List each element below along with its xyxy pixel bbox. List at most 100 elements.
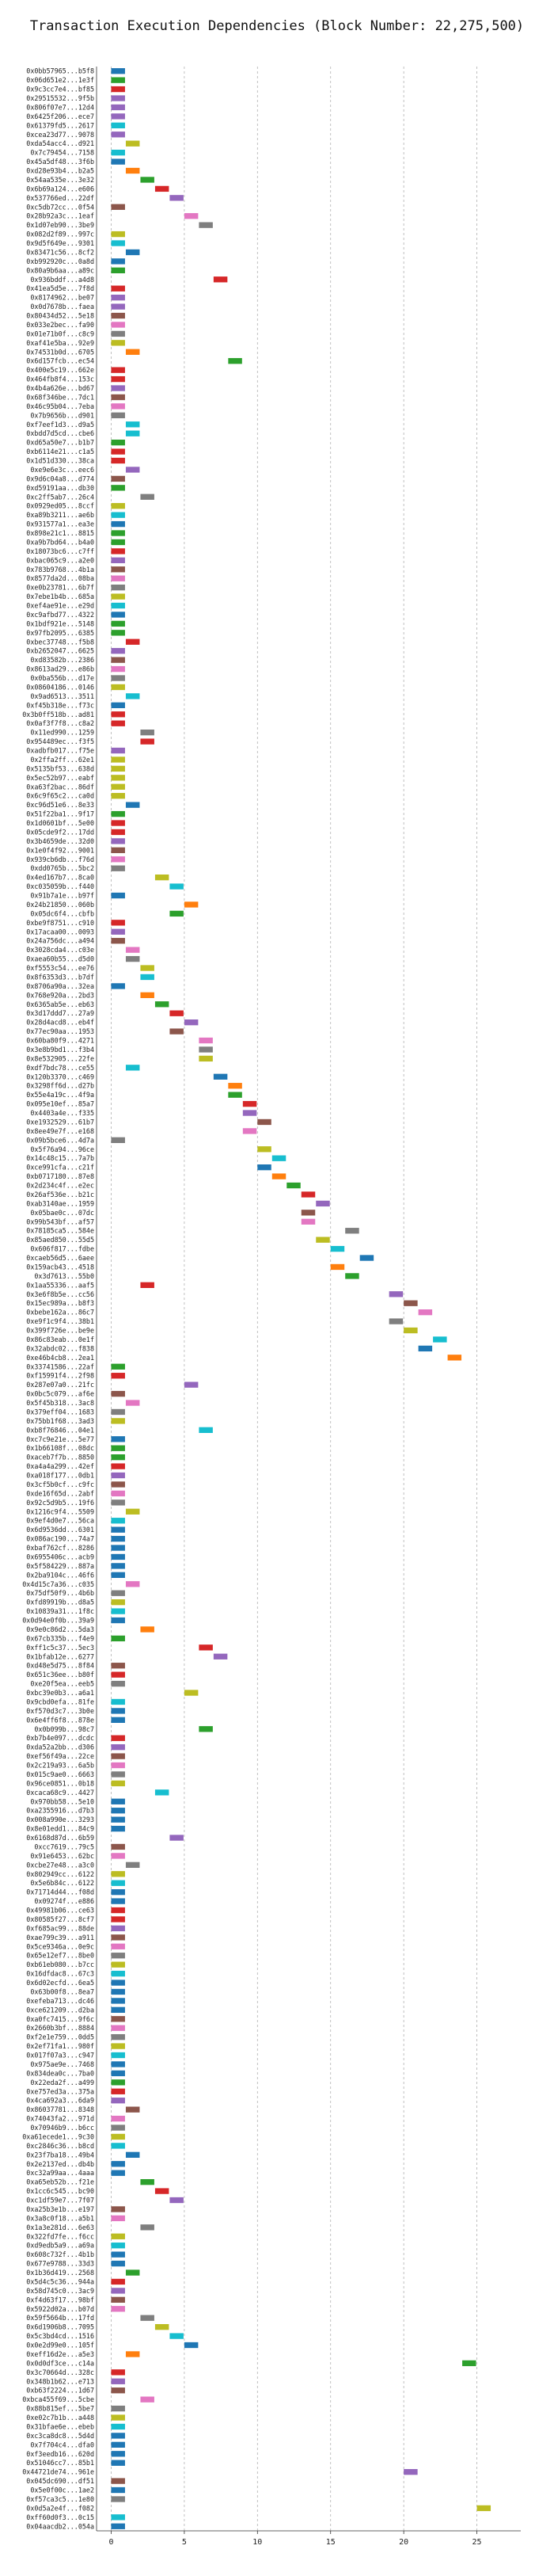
y-label: 0x5f76a94...96ce (30, 1145, 94, 1153)
y-label: 0x97fb2095...6385 (26, 629, 94, 637)
bar (301, 1191, 316, 1198)
y-label: 0x6d9536dd...6301 (26, 1526, 94, 1534)
bar (111, 86, 125, 93)
bar (184, 1381, 199, 1388)
bar (111, 2133, 125, 2140)
bar (111, 1572, 125, 1579)
y-label: 0xfd89919b...d8a5 (26, 1599, 94, 1606)
bar (111, 2378, 125, 2384)
bar (111, 2233, 125, 2239)
y-label: 0x6168d87d...6b59 (26, 1834, 94, 1842)
bar (154, 185, 169, 192)
bar (125, 1581, 140, 1587)
bar (404, 1300, 418, 1306)
y-label: 0x51f22ba1...9f17 (26, 810, 94, 818)
bar (111, 1445, 125, 1451)
bar (111, 684, 125, 691)
y-label: 0x5e0f00c...1ae2 (30, 2486, 94, 2494)
bar (169, 195, 184, 201)
y-label: 0xa25b3e1b...e197 (26, 2205, 94, 2213)
y-label: 0xb8f76846...04e1 (26, 1426, 94, 1434)
y-label: 0x74043fa2...971d (26, 2115, 94, 2123)
bar (154, 2188, 169, 2194)
y-label: 0x2ef71fa1...980f (26, 2042, 94, 2050)
y-label: 0x120b3370...c469 (26, 1073, 94, 1080)
bar (111, 285, 125, 292)
bar (111, 2423, 125, 2430)
y-label: 0x0d7678b...faea (30, 303, 94, 311)
y-label: 0x606f817...fdbe (30, 1245, 94, 1253)
bar (154, 874, 169, 881)
bar (111, 1825, 125, 1832)
bar (111, 1771, 125, 1778)
y-label: 0x8577da2d...08ba (26, 574, 94, 582)
bar (111, 584, 125, 591)
y-label: 0xe757ed3a...375a (26, 2087, 94, 2095)
y-label: 0x7b9656b...d901 (30, 411, 94, 419)
x-tick-label: 20 (399, 2538, 408, 2547)
y-label: 0x379eff04...1683 (26, 1408, 94, 1416)
y-label: 0xe9e6e3c...eec6 (30, 466, 94, 474)
bar (111, 158, 125, 165)
y-label: 0x9ad6513...3511 (30, 692, 94, 700)
bar (111, 630, 125, 636)
y-label: 0x806f07e7...12d4 (26, 103, 94, 111)
y-label: 0x939cb6db...f76d (26, 855, 94, 863)
bar (125, 2151, 140, 2159)
y-label: 0x975ae9e...7468 (30, 2060, 94, 2068)
bar (111, 1436, 125, 1442)
bar (111, 1953, 125, 1959)
y-label: 0xc96d51e6...8e33 (26, 801, 94, 809)
bar (111, 267, 125, 274)
y-label: 0x70946b9...b6cc (30, 2124, 94, 2132)
bar (111, 2514, 125, 2521)
bar (125, 249, 140, 256)
y-label: 0xe9f1c9f4...38b1 (26, 1317, 94, 1325)
bar (125, 421, 140, 428)
bar (111, 240, 125, 246)
y-label: 0x0e2d99e0...105f (26, 2342, 94, 2349)
bar (125, 467, 140, 473)
bar (213, 1073, 228, 1080)
bar (301, 1218, 316, 1225)
y-label: 0x91b7a1e...b97f (30, 892, 94, 900)
bar (111, 2025, 125, 2031)
y-label: 0xef56f49a...22ce (26, 1752, 94, 1760)
y-label: 0x3298ff6d...d27b (26, 1082, 94, 1090)
y-label: 0x78185ca5...584e (26, 1227, 94, 1235)
y-label: 0x3e6f8b5e...cc56 (26, 1290, 94, 1298)
bar (111, 1563, 125, 1569)
y-label: 0x651c36ee...b80f (26, 1671, 94, 1679)
bar (111, 1717, 125, 1724)
y-label: 0x1b66108f...08dc (26, 1444, 94, 1452)
bar (111, 330, 125, 337)
y-label: 0xa018f177...0db1 (26, 1472, 94, 1480)
bar (140, 729, 154, 736)
bar (111, 548, 125, 554)
y-label: 0x1e0f4f92...9001 (26, 846, 94, 854)
bar (111, 2405, 125, 2412)
bar (111, 2523, 125, 2529)
bar (140, 2315, 154, 2321)
bar (111, 1590, 125, 1596)
y-label: 0x6b69a124...e606 (26, 185, 94, 192)
bar (345, 1228, 359, 1234)
y-label: 0x4b4a626e...bd67 (26, 384, 94, 392)
y-label: 0x10839a31...1f8c (26, 1607, 94, 1615)
bar (111, 1535, 125, 1542)
y-label: 0x3cf5b0cf...c9fc (26, 1480, 94, 1488)
bar (111, 77, 125, 83)
y-label: 0xd9edb5a9...a69a (26, 2242, 94, 2250)
bar (213, 1653, 228, 1660)
bar (111, 747, 125, 754)
y-label: 0xff1c5c37...5ec3 (26, 1644, 94, 1652)
y-label: 0x41ea5d5e...7f8d (26, 284, 94, 292)
y-label: 0x3d17ddd7...27a9 (26, 1009, 94, 1017)
bar (111, 928, 125, 935)
bar (111, 1698, 125, 1705)
bar (111, 892, 125, 899)
bar (257, 1118, 271, 1126)
bar (111, 756, 125, 763)
y-label: 0x59f5664b...17fd (26, 2314, 94, 2322)
y-label: 0x05bae0c...07dc (30, 1209, 94, 1217)
